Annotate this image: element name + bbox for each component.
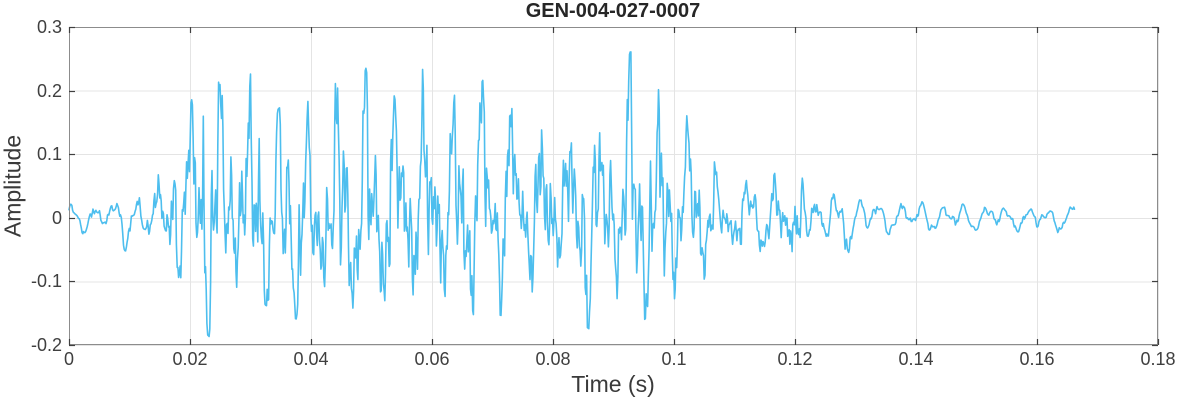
y-tick-label: 0.3: [36, 17, 62, 37]
plot-frame: [68, 26, 1159, 346]
chart-title: GEN-004-027-0007: [525, 0, 701, 22]
x-tick-label: 0: [63, 349, 74, 369]
x-axis-label: Time (s): [571, 371, 655, 397]
x-tick-label: 0.08: [535, 349, 571, 369]
y-tick-label: 0.2: [36, 80, 62, 101]
y-tick-label: -0.1: [30, 271, 62, 292]
x-tick-label: 0.06: [414, 349, 450, 369]
y-tick-label: -0.2: [30, 335, 62, 355]
x-tick-label: 0.1: [661, 349, 687, 369]
x-tick-label: 0.02: [172, 349, 208, 369]
x-tick-label: 0.14: [898, 349, 934, 369]
waveform-line: [68, 51, 1076, 338]
x-tick-label: 0.18: [1140, 349, 1176, 369]
x-tick-label: 0.04: [293, 349, 329, 369]
y-tick-label: 0.1: [36, 144, 62, 165]
x-tick-label: 0.12: [777, 349, 813, 369]
y-tick-label: 0: [51, 207, 62, 228]
x-tick-label: 0.16: [1019, 349, 1055, 369]
